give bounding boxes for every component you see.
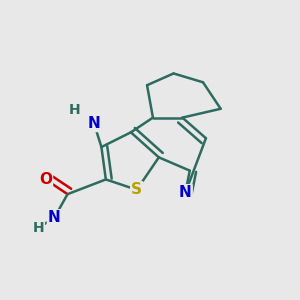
- Text: H: H: [32, 221, 44, 235]
- Text: N: N: [48, 210, 61, 225]
- Text: N: N: [88, 116, 100, 131]
- Text: S: S: [131, 182, 142, 197]
- Text: H: H: [69, 103, 81, 117]
- Text: N: N: [179, 185, 192, 200]
- Text: O: O: [39, 172, 52, 187]
